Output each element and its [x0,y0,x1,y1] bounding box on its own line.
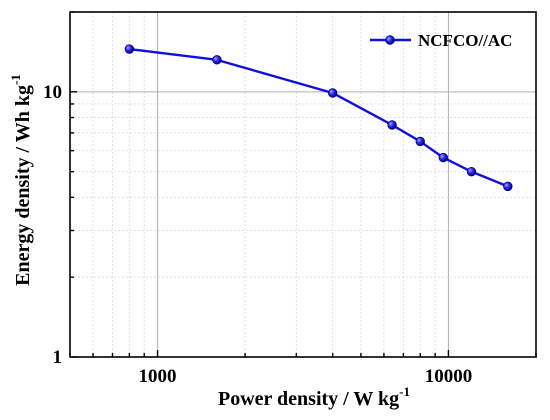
data-point [415,136,425,147]
x-tick-label: 1000 [139,366,177,387]
y-tick-label: 10 [43,82,62,103]
data-point [466,166,477,177]
legend: NCFCO//AC [370,31,512,50]
x-tick-label: 10000 [425,366,473,387]
y-axis-title-sup: -1 [8,74,23,85]
x-axis-title: Power density / W kg-1 [218,384,410,410]
data-point [438,152,448,163]
plot-frame [69,11,537,358]
y-axis-title: Energy density / Wh kg-1 [8,74,34,286]
x-tick-labels: 1000 10000 [139,366,473,387]
data-point [503,181,513,192]
axis-ticks [69,11,537,358]
data-point [124,44,135,54]
data-series [124,44,513,192]
y-tick-label: 1 [53,347,63,368]
y-axis-title-main: Energy density / Wh kg [12,85,34,286]
data-point [387,120,397,130]
legend-label: NCFCO//AC [418,31,512,50]
y-tick-labels: 1 10 [43,82,62,368]
series-line [129,47,509,188]
x-axis-title-main: Power density / W kg [218,388,399,410]
data-point [327,88,338,98]
x-axis-title-sup: -1 [399,384,410,399]
data-point [212,55,222,65]
grid-lines [69,11,537,357]
legend-marker [385,35,395,45]
